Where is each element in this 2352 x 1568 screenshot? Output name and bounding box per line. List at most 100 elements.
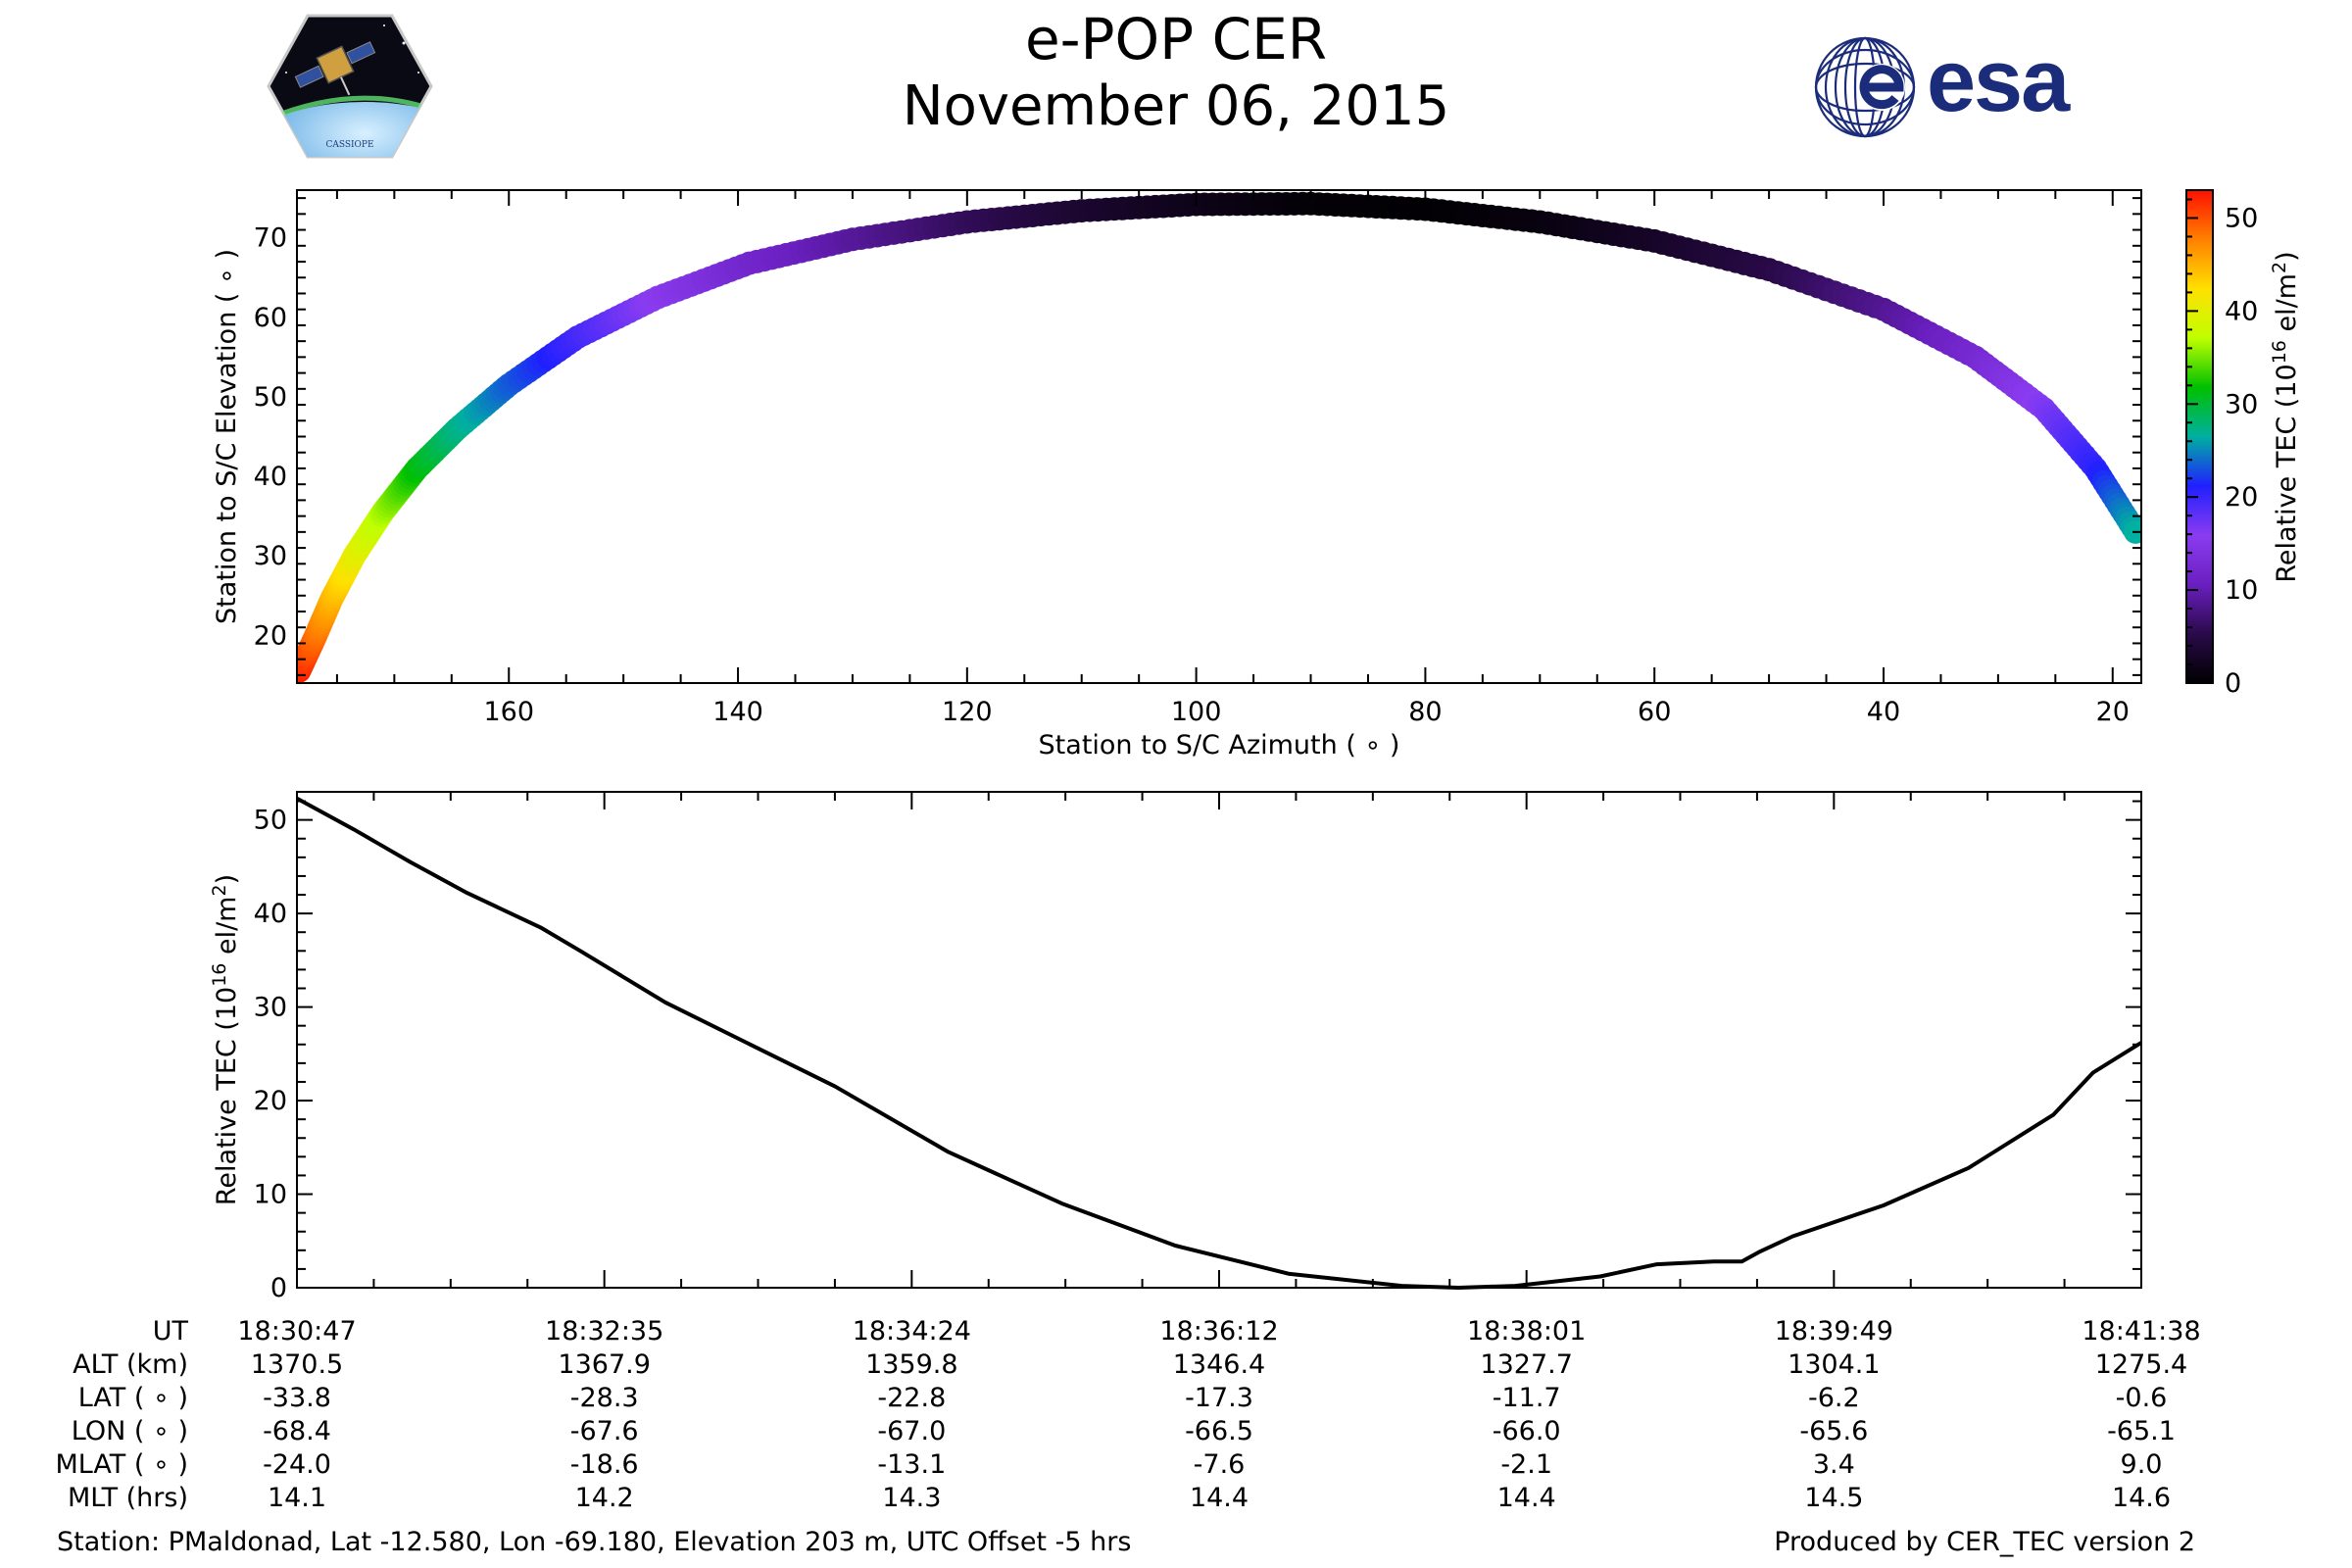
table-cell-lat: -17.3 — [1185, 1383, 1253, 1413]
x-tick-label: 100 — [1171, 697, 1222, 727]
top-plot-frame — [296, 189, 2142, 684]
producer-info: Produced by CER_TEC version 2 — [1774, 1527, 2195, 1557]
table-cell-ut: 18:30:47 — [237, 1316, 357, 1347]
esa-globe-icon — [1814, 36, 1916, 138]
figure-title: e-POP CER — [1024, 6, 1328, 73]
table-cell-lat: -28.3 — [569, 1383, 639, 1413]
table-row-label: MLAT ( ∘ ) — [55, 1449, 188, 1480]
table-row-label: LON ( ∘ ) — [71, 1416, 188, 1446]
y-axis-label: Station to S/C Elevation ( ∘ ) — [212, 249, 242, 624]
table-cell-ut: 18:38:01 — [1467, 1316, 1587, 1347]
tec-y-tick-label: 50 — [254, 806, 287, 836]
y-tick-label: 30 — [254, 541, 287, 571]
esa-logo: esa — [1811, 32, 2095, 141]
table-row-label: UT — [152, 1316, 188, 1347]
figure-date: November 06, 2015 — [902, 74, 1450, 138]
table-cell-alt: 1367.9 — [558, 1349, 651, 1380]
y-tick-label: 70 — [254, 223, 287, 254]
table-cell-mlt: 14.4 — [1189, 1483, 1250, 1513]
table-cell-lat: -0.6 — [2115, 1383, 2168, 1413]
x-axis-label: Station to S/C Azimuth ( ∘ ) — [1039, 730, 1400, 760]
table-cell-ut: 18:34:24 — [852, 1316, 971, 1347]
table-cell-alt: 1327.7 — [1480, 1349, 1573, 1380]
table-row-label: ALT (km) — [73, 1349, 188, 1380]
table-cell-lon: -66.0 — [1492, 1416, 1561, 1446]
x-tick-label: 20 — [2096, 697, 2130, 727]
table-cell-mlat: -7.6 — [1193, 1449, 1246, 1480]
table-row-label: MLT (hrs) — [67, 1483, 188, 1513]
table-cell-mlt: 14.1 — [267, 1483, 327, 1513]
colorbar: 0 10 20 30 40 50 Relative TEC (1016 el/m2) — [2185, 189, 2302, 699]
colorbar-tick-label: 40 — [2225, 296, 2258, 326]
label-part: el/m — [212, 897, 242, 963]
table-cell-ut: 18:39:49 — [1774, 1316, 1893, 1347]
table-cell-lon: -68.4 — [263, 1416, 331, 1446]
y-tick-label: 40 — [254, 462, 287, 492]
track-points — [297, 191, 2141, 683]
table-cell-mlt: 14.5 — [1804, 1483, 1864, 1513]
station-info: Station: PMaldonad, Lat -12.580, Lon -69… — [57, 1527, 1132, 1557]
tec-y-tick-label: 40 — [254, 899, 287, 929]
label-part: Relative TEC (10 — [2272, 364, 2302, 582]
label-sup: 2 — [2269, 262, 2290, 273]
svg-text:CASSIOPE: CASSIOPE — [325, 140, 373, 150]
y-tick-label: 20 — [254, 620, 287, 651]
table-cell-mlt: 14.4 — [1496, 1483, 1556, 1513]
table-cell-lon: -67.6 — [569, 1416, 639, 1446]
y-tick-label: 60 — [254, 303, 287, 333]
tec-y-axis-label: Relative TEC (1016 el/m2) — [209, 874, 242, 1205]
table-row-label: LAT ( ∘ ) — [77, 1383, 188, 1413]
colorbar-tick-label: 50 — [2225, 203, 2258, 233]
table-cell-mlat: 3.4 — [1812, 1449, 1855, 1480]
table-cell-mlat: 9.0 — [2120, 1449, 2163, 1480]
colorbar-tick-label: 30 — [2225, 389, 2258, 419]
table-cell-mlat: -13.1 — [877, 1449, 947, 1480]
x-tick-label: 140 — [712, 697, 763, 727]
table-cell-ut: 18:32:35 — [545, 1316, 664, 1347]
table-cell-mlt: 14.6 — [2111, 1483, 2172, 1513]
table-cell-lat: -11.7 — [1492, 1383, 1561, 1413]
label-sup: 16 — [2269, 340, 2290, 364]
table-cell-lon: -65.6 — [1799, 1416, 1869, 1446]
table-cell-mlt: 14.3 — [882, 1483, 942, 1513]
label-part: el/m — [2272, 273, 2302, 340]
x-tick-label: 40 — [1867, 697, 1900, 727]
colorbar-tick-label: 20 — [2225, 482, 2258, 513]
table-cell-alt: 1304.1 — [1788, 1349, 1881, 1380]
table-cell-lon: -65.1 — [2107, 1416, 2176, 1446]
colorbar-tick-label: 0 — [2225, 668, 2241, 699]
tec-y-tick-label: 0 — [270, 1273, 287, 1303]
esa-wordmark: esa — [1927, 32, 2070, 130]
colorbar-bar — [2185, 189, 2214, 684]
tec-y-tick-label: 20 — [254, 1086, 287, 1116]
label-part: ) — [212, 874, 242, 885]
elevation-azimuth-plot: 160 140 120 100 80 60 40 20 20 30 40 50 60 70 Station … — [212, 189, 2142, 760]
cassiope-logo: CASSIOPE — [267, 14, 433, 159]
tec-series-line — [296, 796, 2143, 1290]
label-sup: 2 — [209, 884, 230, 896]
tec-y-tick-label: 30 — [254, 993, 287, 1023]
label-part: ) — [2272, 251, 2302, 262]
table-cell-lon: -67.0 — [877, 1416, 947, 1446]
x-tick-label: 60 — [1638, 697, 1671, 727]
table-cell-alt: 1275.4 — [2094, 1349, 2188, 1380]
table-cell-alt: 1370.5 — [250, 1349, 344, 1380]
tec-time-plot: 0 10 20 30 40 50 Relative TEC (1016 el/m2) — [209, 791, 2143, 1303]
table-cell-ut: 18:41:38 — [2082, 1316, 2201, 1347]
x-tick-label: 80 — [1408, 697, 1442, 727]
table-cell-lat: -22.8 — [877, 1383, 947, 1413]
table-cell-alt: 1346.4 — [1172, 1349, 1266, 1380]
x-tick-label: 120 — [942, 697, 993, 727]
table-cell-mlat: -24.0 — [263, 1449, 331, 1480]
table-cell-mlat: -18.6 — [569, 1449, 639, 1480]
table-cell-lon: -66.5 — [1185, 1416, 1253, 1446]
table-cell-lat: -6.2 — [1807, 1383, 1860, 1413]
label-sup: 16 — [209, 963, 230, 987]
table-cell-ut: 18:36:12 — [1159, 1316, 1279, 1347]
label-part: Relative TEC (10 — [212, 987, 242, 1205]
table-cell-lat: -33.8 — [263, 1383, 331, 1413]
table-cell-alt: 1359.8 — [865, 1349, 958, 1380]
y-tick-label: 50 — [254, 382, 287, 413]
